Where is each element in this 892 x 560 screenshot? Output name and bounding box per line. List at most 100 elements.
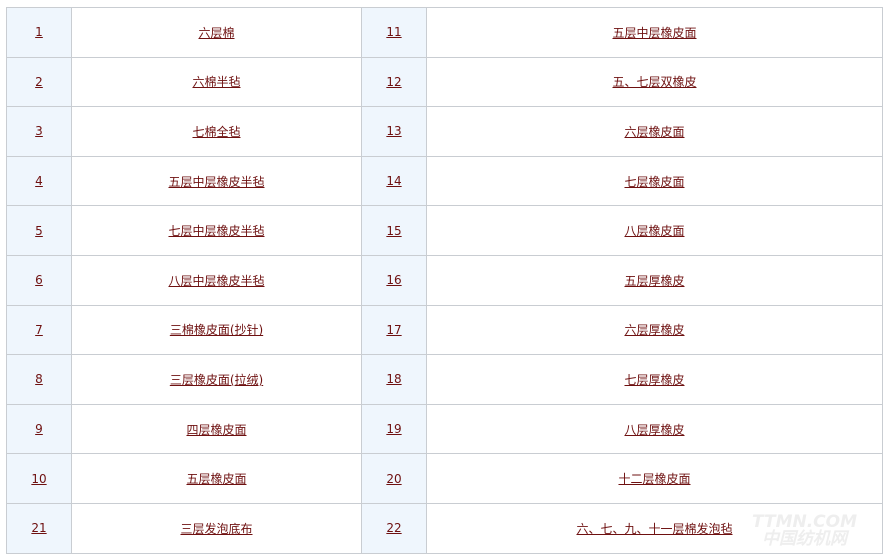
number-link[interactable]: 16: [386, 273, 402, 288]
product-link[interactable]: 八层橡皮面: [624, 224, 685, 239]
number-cell: 8: [6, 354, 72, 405]
number-cell: 6: [6, 254, 72, 306]
number-link[interactable]: 18: [386, 372, 402, 387]
name-cell: 五层橡皮面: [71, 453, 362, 504]
product-link[interactable]: 八层厚橡皮: [624, 422, 685, 437]
table-row: 5 七层中层橡皮半毡 15 八层橡皮面: [6, 205, 883, 256]
product-link[interactable]: 三层发泡底布: [180, 521, 253, 536]
number-link[interactable]: 9: [35, 422, 43, 437]
number-link[interactable]: 15: [386, 223, 402, 238]
number-link[interactable]: 10: [31, 471, 47, 486]
name-cell: 十二层橡皮面: [426, 453, 883, 504]
table-row: 1 六层棉 11 五层中层橡皮面: [6, 7, 883, 58]
name-cell: 六、七、九、十一层棉发泡毡: [426, 502, 883, 554]
table-row: 3 七棉全毡 13 六层橡皮面: [6, 106, 883, 157]
table-row: 7 三棉橡皮面(抄针) 17 六层厚橡皮: [6, 304, 883, 356]
table-row: 8 三层橡皮面(拉绒) 18 七层厚橡皮: [6, 354, 883, 405]
table-row: 10 五层橡皮面 20 十二层橡皮面: [6, 453, 883, 504]
name-cell: 七层中层橡皮半毡: [71, 205, 362, 256]
number-link[interactable]: 2: [35, 74, 43, 89]
number-cell: 1: [6, 7, 72, 58]
name-cell: 七棉全毡: [71, 106, 362, 157]
product-link[interactable]: 六、七、九、十一层棉发泡毡: [576, 521, 733, 536]
number-cell: 18: [361, 354, 427, 405]
product-link[interactable]: 五层厚橡皮: [624, 273, 685, 288]
name-cell: 三层橡皮面(拉绒): [71, 354, 362, 405]
product-link[interactable]: 八层中层橡皮半毡: [168, 273, 265, 288]
name-cell: 四层橡皮面: [71, 403, 362, 455]
table-row: 6 八层中层橡皮半毡 16 五层厚橡皮: [6, 254, 883, 306]
number-cell: 17: [361, 304, 427, 356]
number-cell: 21: [6, 502, 72, 554]
product-link[interactable]: 三棉橡皮面(抄针): [169, 323, 264, 338]
product-link[interactable]: 七层厚橡皮: [624, 372, 685, 387]
number-link[interactable]: 19: [386, 422, 402, 437]
name-cell: 五层厚橡皮: [426, 254, 883, 306]
table-row: 9 四层橡皮面 19 八层厚橡皮: [6, 403, 883, 455]
product-link[interactable]: 十二层橡皮面: [618, 472, 691, 487]
number-link[interactable]: 7: [35, 322, 43, 337]
number-cell: 3: [6, 106, 72, 157]
table-row: 21 三层发泡底布 22 六、七、九、十一层棉发泡毡: [6, 502, 883, 554]
product-link[interactable]: 六层厚橡皮: [624, 323, 685, 338]
number-cell: 22: [361, 502, 427, 554]
product-link[interactable]: 五层中层橡皮面: [612, 25, 697, 40]
number-cell: 4: [6, 155, 72, 207]
number-cell: 5: [6, 205, 72, 256]
product-link[interactable]: 五层橡皮面: [186, 472, 247, 487]
product-link[interactable]: 七层橡皮面: [624, 174, 685, 189]
product-link[interactable]: 五、七层双橡皮: [612, 75, 697, 90]
number-cell: 16: [361, 254, 427, 306]
number-link[interactable]: 20: [386, 471, 402, 486]
name-cell: 五层中层橡皮半毡: [71, 155, 362, 207]
number-link[interactable]: 6: [35, 273, 43, 288]
number-cell: 14: [361, 155, 427, 207]
number-link[interactable]: 5: [35, 223, 43, 238]
number-link[interactable]: 13: [386, 124, 402, 139]
number-link[interactable]: 8: [35, 372, 43, 387]
name-cell: 七层橡皮面: [426, 155, 883, 207]
table-row: 2 六棉半毡 12 五、七层双橡皮: [6, 56, 883, 108]
product-link[interactable]: 四层橡皮面: [186, 422, 247, 437]
name-cell: 八层厚橡皮: [426, 403, 883, 455]
product-link[interactable]: 七棉全毡: [192, 124, 241, 139]
number-cell: 19: [361, 403, 427, 455]
number-link[interactable]: 17: [386, 322, 402, 337]
number-link[interactable]: 1: [35, 25, 43, 40]
name-cell: 三层发泡底布: [71, 502, 362, 554]
number-link[interactable]: 14: [386, 174, 402, 189]
number-cell: 11: [361, 7, 427, 58]
number-cell: 10: [6, 453, 72, 504]
product-link[interactable]: 七层中层橡皮半毡: [168, 224, 265, 239]
number-link[interactable]: 12: [386, 74, 402, 89]
number-cell: 20: [361, 453, 427, 504]
product-link[interactable]: 六层橡皮面: [624, 124, 685, 139]
name-cell: 三棉橡皮面(抄针): [71, 304, 362, 356]
product-link[interactable]: 五层中层橡皮半毡: [168, 174, 265, 189]
number-link[interactable]: 3: [35, 124, 43, 139]
product-link[interactable]: 六层棉: [198, 25, 235, 40]
name-cell: 六层橡皮面: [426, 106, 883, 157]
number-cell: 15: [361, 205, 427, 256]
number-link[interactable]: 21: [31, 521, 47, 536]
table-row: 4 五层中层橡皮半毡 14 七层橡皮面: [6, 155, 883, 207]
name-cell: 七层厚橡皮: [426, 354, 883, 405]
product-table: 1 六层棉 11 五层中层橡皮面 2 六棉半毡 12 五、七层双橡皮 3 七棉全毡 13 六层橡皮面 4…: [6, 7, 883, 554]
number-cell: 12: [361, 56, 427, 108]
number-link[interactable]: 4: [35, 174, 43, 189]
number-cell: 9: [6, 403, 72, 455]
number-link[interactable]: 22: [386, 521, 402, 536]
name-cell: 五、七层双橡皮: [426, 56, 883, 108]
name-cell: 六棉半毡: [71, 56, 362, 108]
product-link[interactable]: 三层橡皮面(拉绒): [169, 372, 264, 387]
name-cell: 八层橡皮面: [426, 205, 883, 256]
number-link[interactable]: 11: [386, 25, 402, 40]
number-cell: 7: [6, 304, 72, 356]
product-link[interactable]: 六棉半毡: [192, 75, 241, 90]
name-cell: 八层中层橡皮半毡: [71, 254, 362, 306]
name-cell: 五层中层橡皮面: [426, 7, 883, 58]
number-cell: 2: [6, 56, 72, 108]
number-cell: 13: [361, 106, 427, 157]
name-cell: 六层厚橡皮: [426, 304, 883, 356]
name-cell: 六层棉: [71, 7, 362, 58]
